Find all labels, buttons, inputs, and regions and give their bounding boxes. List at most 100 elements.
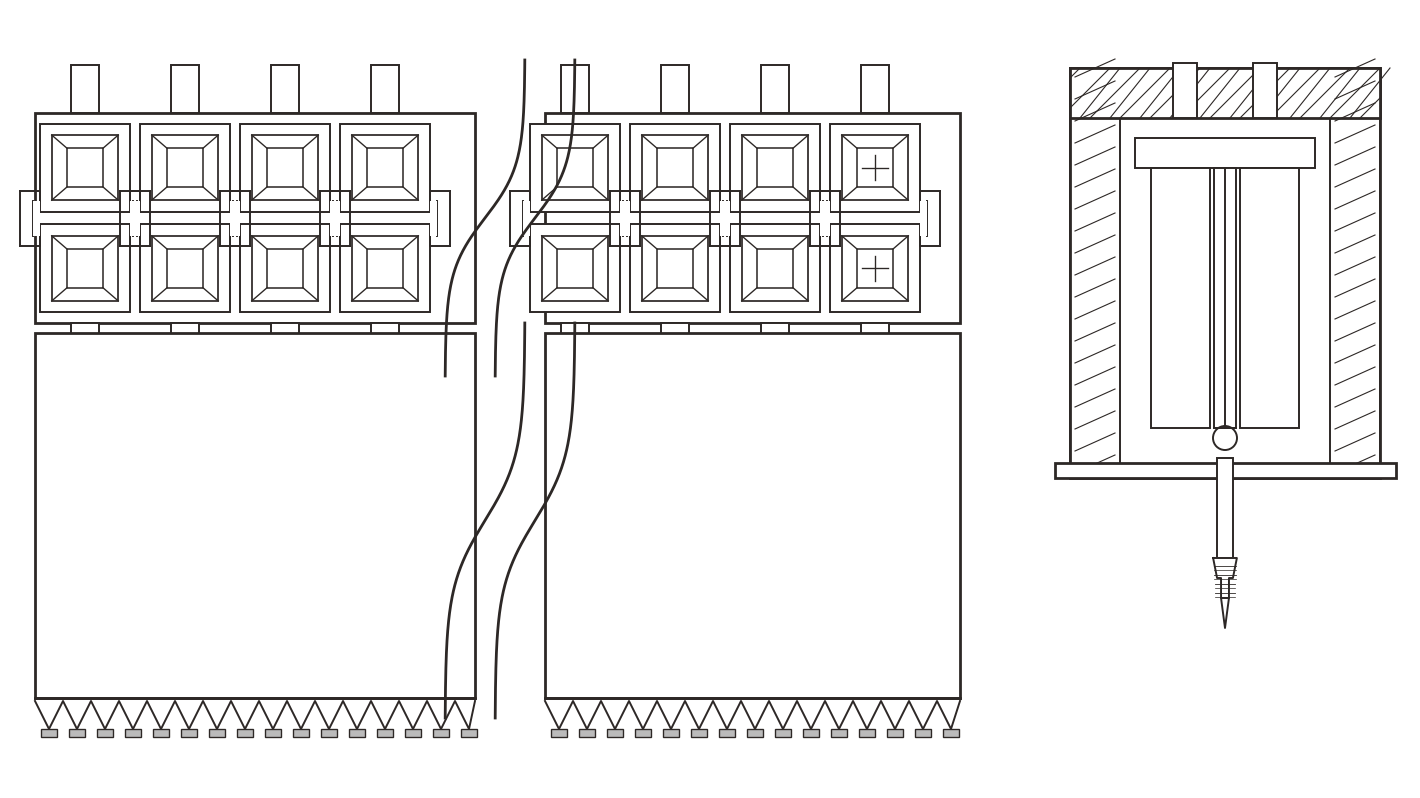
- Bar: [240, 224, 329, 312]
- Bar: [339, 224, 430, 312]
- Bar: [802, 729, 819, 737]
- Bar: [630, 124, 720, 211]
- Bar: [1071, 68, 1380, 118]
- Bar: [642, 135, 709, 200]
- Bar: [719, 729, 736, 737]
- Bar: [720, 200, 727, 235]
- Bar: [170, 323, 199, 371]
- Bar: [71, 323, 99, 371]
- Bar: [943, 729, 958, 737]
- Bar: [657, 249, 693, 288]
- Bar: [462, 729, 477, 737]
- Bar: [775, 729, 791, 737]
- Bar: [757, 249, 792, 288]
- Bar: [267, 148, 302, 187]
- Bar: [545, 333, 960, 698]
- Bar: [819, 200, 826, 235]
- Bar: [888, 729, 903, 737]
- Bar: [831, 729, 846, 737]
- Bar: [541, 135, 608, 200]
- Bar: [1055, 463, 1396, 478]
- Bar: [621, 200, 628, 235]
- Bar: [1173, 63, 1197, 118]
- Bar: [861, 65, 889, 113]
- Bar: [168, 148, 203, 187]
- Bar: [153, 729, 169, 737]
- Bar: [861, 323, 889, 371]
- Bar: [635, 729, 650, 737]
- Bar: [692, 729, 707, 737]
- Bar: [71, 65, 99, 113]
- Bar: [41, 729, 57, 737]
- Bar: [430, 200, 437, 235]
- Bar: [1135, 138, 1315, 168]
- Bar: [334, 200, 339, 235]
- Bar: [741, 236, 808, 301]
- Bar: [152, 236, 219, 301]
- Bar: [271, 65, 300, 113]
- Bar: [1217, 458, 1233, 558]
- Bar: [180, 729, 197, 737]
- Bar: [266, 729, 281, 737]
- Bar: [557, 148, 594, 187]
- Bar: [831, 224, 920, 312]
- Bar: [1071, 68, 1120, 478]
- Bar: [858, 249, 893, 288]
- Bar: [267, 249, 302, 288]
- Bar: [741, 135, 808, 200]
- Bar: [561, 323, 589, 371]
- Bar: [642, 236, 709, 301]
- Bar: [97, 729, 114, 737]
- Bar: [842, 236, 909, 301]
- Bar: [579, 729, 595, 737]
- Bar: [170, 65, 199, 113]
- Bar: [920, 200, 927, 235]
- Bar: [133, 200, 141, 235]
- Bar: [125, 729, 141, 737]
- Polygon shape: [1213, 558, 1237, 598]
- Bar: [761, 323, 790, 371]
- Bar: [723, 200, 730, 235]
- Bar: [152, 135, 219, 200]
- Bar: [352, 236, 419, 301]
- Bar: [606, 729, 623, 737]
- Bar: [366, 249, 403, 288]
- Bar: [660, 323, 689, 371]
- Bar: [761, 65, 790, 113]
- Bar: [405, 729, 420, 737]
- Bar: [67, 148, 104, 187]
- Bar: [623, 200, 630, 235]
- Bar: [329, 200, 337, 235]
- Bar: [747, 729, 763, 737]
- Bar: [67, 249, 104, 288]
- Bar: [530, 124, 621, 211]
- Bar: [168, 249, 203, 288]
- Bar: [339, 124, 430, 211]
- Bar: [237, 729, 253, 737]
- Bar: [561, 65, 589, 113]
- Bar: [1150, 168, 1210, 428]
- Bar: [557, 249, 594, 288]
- Bar: [859, 729, 875, 737]
- Bar: [33, 200, 40, 235]
- Bar: [271, 323, 300, 371]
- Bar: [251, 135, 318, 200]
- Bar: [366, 148, 403, 187]
- Bar: [1331, 68, 1380, 478]
- Bar: [36, 113, 476, 323]
- Bar: [1252, 63, 1277, 118]
- Bar: [914, 729, 932, 737]
- Bar: [251, 236, 318, 301]
- Bar: [230, 200, 237, 235]
- Bar: [730, 124, 819, 211]
- Bar: [824, 200, 831, 235]
- Bar: [51, 236, 118, 301]
- Bar: [1241, 168, 1299, 428]
- Bar: [131, 200, 136, 235]
- Bar: [209, 729, 224, 737]
- Bar: [376, 729, 393, 737]
- Bar: [141, 224, 230, 312]
- Bar: [545, 113, 960, 323]
- Bar: [40, 124, 131, 211]
- Bar: [551, 729, 567, 737]
